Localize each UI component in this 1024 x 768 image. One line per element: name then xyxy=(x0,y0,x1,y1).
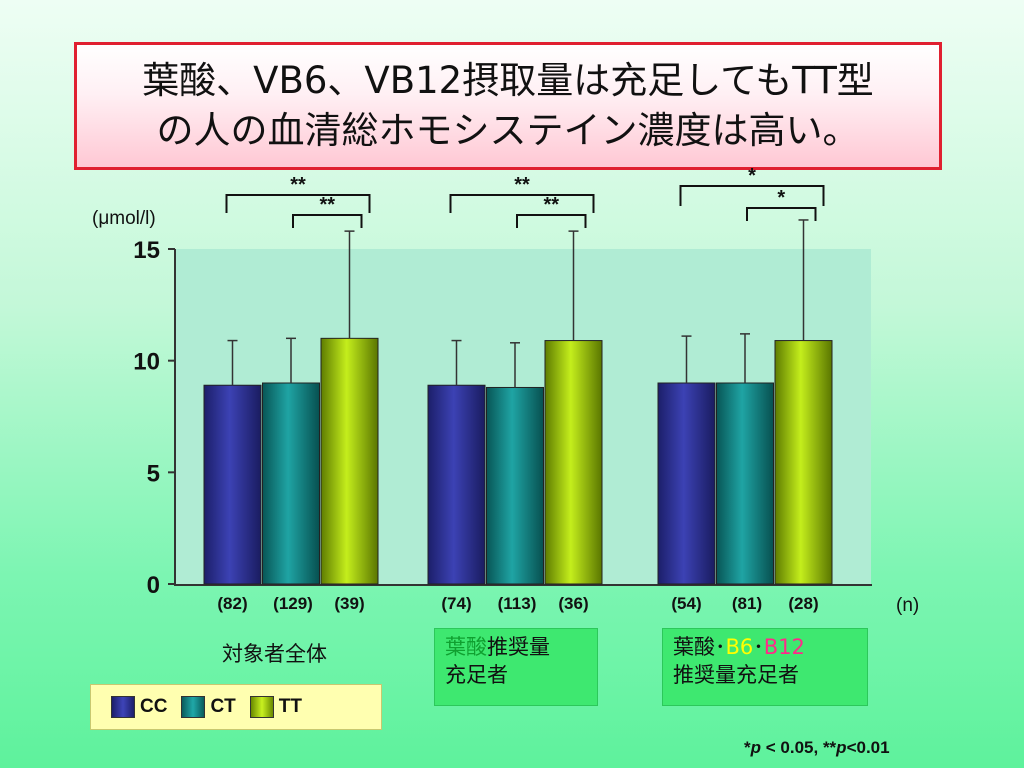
n-count-label: (74) xyxy=(441,594,471,613)
legend-swatch-cc xyxy=(111,696,135,718)
legend-item-ct: CT xyxy=(181,696,236,718)
bar-g2-ct xyxy=(486,386,544,585)
group-label-folate: 葉酸推奨量 充足者 xyxy=(434,628,598,706)
footnote-star-1: * xyxy=(744,738,751,757)
y-axis-label: (μmol/l) xyxy=(92,208,156,229)
n-count-label: (113) xyxy=(498,594,537,613)
sig-outer-g2-bracket xyxy=(449,194,595,213)
y-tick-label: 0 xyxy=(147,572,160,599)
y-tick-label: 5 xyxy=(147,460,160,487)
legend-swatch-tt xyxy=(249,696,274,718)
sig-outer-g3-stars: * xyxy=(748,165,756,187)
significance-footnote: *p < 0.05, **p<0.01 xyxy=(744,738,890,758)
sig-outer-g1-stars: ** xyxy=(290,174,306,196)
group-label-vit-a: 葉酸 xyxy=(673,635,715,659)
legend-label-cc: CC xyxy=(140,696,168,717)
footnote-star-2: ** xyxy=(822,738,837,757)
footnote-text-2: <0.01 xyxy=(846,738,890,757)
n-count-label: (129) xyxy=(273,594,313,613)
group-label-vit-c: 推奨量充足者 xyxy=(673,663,799,687)
title-line-1: 葉酸、VB6、VB12摂取量は充足してもTT型 xyxy=(142,59,874,102)
bar-g3-cc xyxy=(657,382,716,585)
sig-outer-g1-bracket xyxy=(225,194,371,213)
group-label-folate-a: 葉酸 xyxy=(445,635,487,659)
bar-g1-cc xyxy=(203,384,262,585)
n-label: (n) xyxy=(896,595,919,616)
group-label-all-vitamins: 葉酸･B6･B12 推奨量充足者 xyxy=(662,628,868,706)
group-label-folate-b: 推奨量 xyxy=(487,635,550,659)
n-count-label: (39) xyxy=(334,594,364,613)
sig-inner-g3-bracket xyxy=(746,207,817,221)
y-tick-label: 10 xyxy=(133,349,160,376)
footnote-p-2: p xyxy=(836,738,847,757)
n-count-label: (36) xyxy=(558,594,588,613)
sig-outer-g2-stars: ** xyxy=(514,174,530,196)
title-box: 葉酸、VB6、VB12摂取量は充足してもTT型 の人の血清総ホモシステイン濃度は… xyxy=(74,42,942,170)
y-tick-label: 15 xyxy=(133,237,160,264)
n-count-label: (54) xyxy=(671,594,701,613)
sig-inner-g3-stars: * xyxy=(777,187,785,209)
legend-label-tt: TT xyxy=(278,696,302,717)
bar-g1-tt xyxy=(320,337,379,585)
group-label-vit-dot2: ･ xyxy=(753,635,764,659)
bar-g2-cc xyxy=(427,384,486,585)
n-count-label: (82) xyxy=(217,594,247,613)
footnote-p-1: p xyxy=(750,738,762,757)
group-label-vit-b6: B6 xyxy=(725,635,754,659)
sig-inner-g2-bracket xyxy=(516,214,587,228)
legend-item-tt: TT xyxy=(249,696,302,718)
bar-g1-ct xyxy=(262,382,320,585)
group-label-folate-c: 充足者 xyxy=(445,663,508,687)
bar-g3-tt xyxy=(774,340,833,585)
legend: CC CT TT xyxy=(90,684,382,730)
footnote-text-1: < 0.05, xyxy=(761,738,823,757)
sig-inner-g2-stars: ** xyxy=(543,194,559,216)
legend-label-ct: CT xyxy=(210,696,236,717)
sig-outer-g3-bracket xyxy=(679,185,825,206)
title-line-2: の人の血清総ホモシステイン濃度は高い。 xyxy=(156,109,860,152)
sig-inner-g1-stars: ** xyxy=(319,194,335,216)
bar-g2-tt xyxy=(544,340,603,585)
legend-swatch-ct xyxy=(181,696,206,718)
sig-inner-g1-bracket xyxy=(292,214,363,228)
n-count-label: (28) xyxy=(788,594,818,613)
group-label-vit-b12: B12 xyxy=(763,635,805,659)
group-label-vit-dot1: ･ xyxy=(715,635,726,659)
n-count-label: (81) xyxy=(732,594,762,613)
group-label-all: 対象者全体 xyxy=(222,642,327,666)
bar-g3-ct xyxy=(716,382,774,585)
legend-item-cc: CC xyxy=(111,696,167,718)
